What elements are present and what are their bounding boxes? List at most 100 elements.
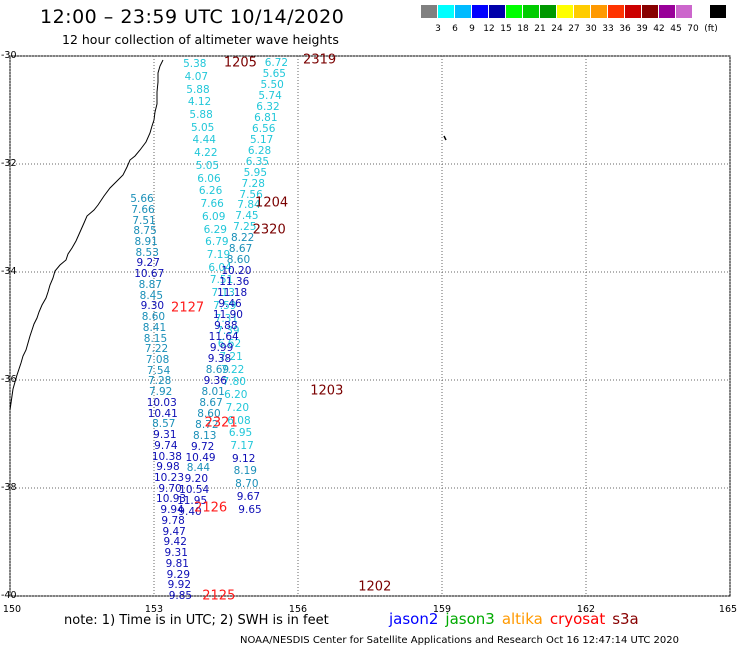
lat-label: -40 <box>1 590 17 601</box>
wave-height-value: 10.03 <box>146 396 177 409</box>
wave-height-value: 6.06 <box>197 172 221 185</box>
wave-height-value: 5.17 <box>249 133 274 146</box>
wave-height-value: 6.26 <box>198 185 223 198</box>
colorbar-label: 18 <box>517 24 529 34</box>
australia-coastline <box>9 59 164 411</box>
wave-height-value: 6.20 <box>224 388 248 401</box>
wave-height-value: 5.74 <box>258 89 282 102</box>
wave-height-value: 8.13 <box>193 429 217 442</box>
wave-height-value: 8.72 <box>195 418 219 431</box>
colorbar-label: 33 <box>602 24 614 34</box>
colorbar-swatch <box>625 5 641 18</box>
wave-height-value: 11.18 <box>217 286 248 299</box>
wave-height-value: 11.95 <box>177 495 208 508</box>
lat-label: -38 <box>1 482 17 493</box>
colorbar-label: 45 <box>670 24 682 34</box>
map-frame <box>9 55 731 597</box>
wave-height-value: 8.60 <box>197 407 221 420</box>
colorbar-swatch <box>523 5 539 18</box>
colorbar-swatch <box>710 5 726 18</box>
wave-height-value: 10.54 <box>179 484 210 497</box>
map-subtitle: 12 hour collection of altimeter wave hei… <box>62 32 339 47</box>
colorbar-label: 21 <box>534 24 546 34</box>
colorbar-swatch <box>421 5 437 18</box>
wave-height-value: 9.92 <box>167 579 192 592</box>
wave-height-value: 9.47 <box>162 525 186 538</box>
wave-height-value: 9.81 <box>165 557 189 570</box>
colorbar-swatch <box>591 5 607 18</box>
wave-height-value: 8.15 <box>143 332 168 345</box>
wave-height-value: 4.12 <box>187 96 212 109</box>
wave-height-value: 6.28 <box>247 144 272 157</box>
legend-entry: altika <box>501 610 543 628</box>
wave-height-value: 8.70 <box>235 477 259 490</box>
wave-height-value: 8.53 <box>135 246 159 259</box>
colorbar-label: 27 <box>568 24 580 34</box>
wave-height-value: 5.05 <box>190 121 215 134</box>
wave-height-value: 10.67 <box>134 267 165 280</box>
wave-height-value: 9.12 <box>231 452 256 465</box>
wave-height-value: 7.92 <box>148 385 173 398</box>
wave-height-value: 7.08 <box>145 353 170 366</box>
wave-height-value: 8.87 <box>138 278 162 291</box>
wave-height-value: 5.88 <box>186 83 210 96</box>
wave-height-value: 9.74 <box>154 439 178 452</box>
wave-height-value: 9.36 <box>203 374 227 387</box>
lat-label: -32 <box>1 158 17 169</box>
wave-height-value: 4.44 <box>192 134 216 147</box>
colorbar-swatch <box>608 5 624 18</box>
colorbar-label: 36 <box>619 24 631 34</box>
lon-label: 165 <box>718 604 738 615</box>
wave-height-value: 5.95 <box>243 166 268 179</box>
pass-time-label: 2321 <box>204 415 238 431</box>
wave-height-value: 10.49 <box>185 451 216 464</box>
colorbar-swatch <box>676 5 692 18</box>
wave-height-value: 7.22 <box>220 363 245 376</box>
wave-height-value: 7.51 <box>132 214 156 227</box>
wave-height-value: 9.65 <box>238 503 262 516</box>
colorbar-label: 39 <box>636 24 648 34</box>
wave-height-value: 7.28 <box>241 177 265 190</box>
colorbar-label: 24 <box>551 24 563 34</box>
colorbar-label: 3 <box>435 24 441 34</box>
credit-line: NOAA/NESDIS Center for Satellite Applica… <box>240 635 679 646</box>
wave-height-value: 7.66 <box>200 197 224 210</box>
wave-height-value: 8.44 <box>186 462 211 475</box>
wave-height-value: 6.09 <box>202 210 226 223</box>
wave-height-value: 7.51 <box>209 274 234 287</box>
lat-label: -34 <box>1 266 17 277</box>
wave-height-value: 5.50 <box>260 78 284 91</box>
wave-height-value: 8.67 <box>228 243 253 256</box>
wave-height-value: 10.41 <box>147 407 178 420</box>
lon-label: 159 <box>432 604 452 615</box>
wave-height-value: 9.31 <box>153 428 177 441</box>
wave-height-value: 9.94 <box>160 503 184 516</box>
wave-height-value: 5.38 <box>183 57 207 70</box>
legend-entry: jason3 <box>445 610 495 628</box>
wave-height-value: 7.17 <box>230 439 254 452</box>
colorbar-swatch <box>574 5 590 18</box>
colorbar-swatch <box>557 5 573 18</box>
wave-height-value: 7.45 <box>235 210 259 223</box>
lon-label: 162 <box>576 604 596 615</box>
wave-height-value: 8.01 <box>201 385 225 398</box>
footnote: note: 1) Time is in UTC; 2) SWH is in fe… <box>64 613 329 628</box>
wave-height-value: 9.31 <box>164 546 188 559</box>
wave-height-value: 9.27 <box>136 257 160 270</box>
wave-height-value: 9.38 <box>207 352 232 365</box>
wave-height-value: 10.20 <box>221 264 252 277</box>
pass-time-label: 2319 <box>303 52 337 68</box>
wave-height-value: 5.88 <box>189 108 213 121</box>
wave-height-value: 9.42 <box>163 536 187 549</box>
pass-time-label: 1205 <box>223 55 257 71</box>
colorbar-label: 15 <box>500 24 512 34</box>
wave-height-value: 8.75 <box>133 225 157 238</box>
lat-lon-grid <box>9 55 731 597</box>
colorbar-swatch <box>438 5 454 18</box>
colorbar-swatch <box>659 5 675 18</box>
wave-height-value: 8.60 <box>141 310 166 323</box>
wave-height-value: 11.36 <box>219 275 250 288</box>
wave-height-value: 9.99 <box>209 341 234 354</box>
legend-entry: s3a <box>612 610 639 628</box>
lon-label: 156 <box>288 604 308 615</box>
